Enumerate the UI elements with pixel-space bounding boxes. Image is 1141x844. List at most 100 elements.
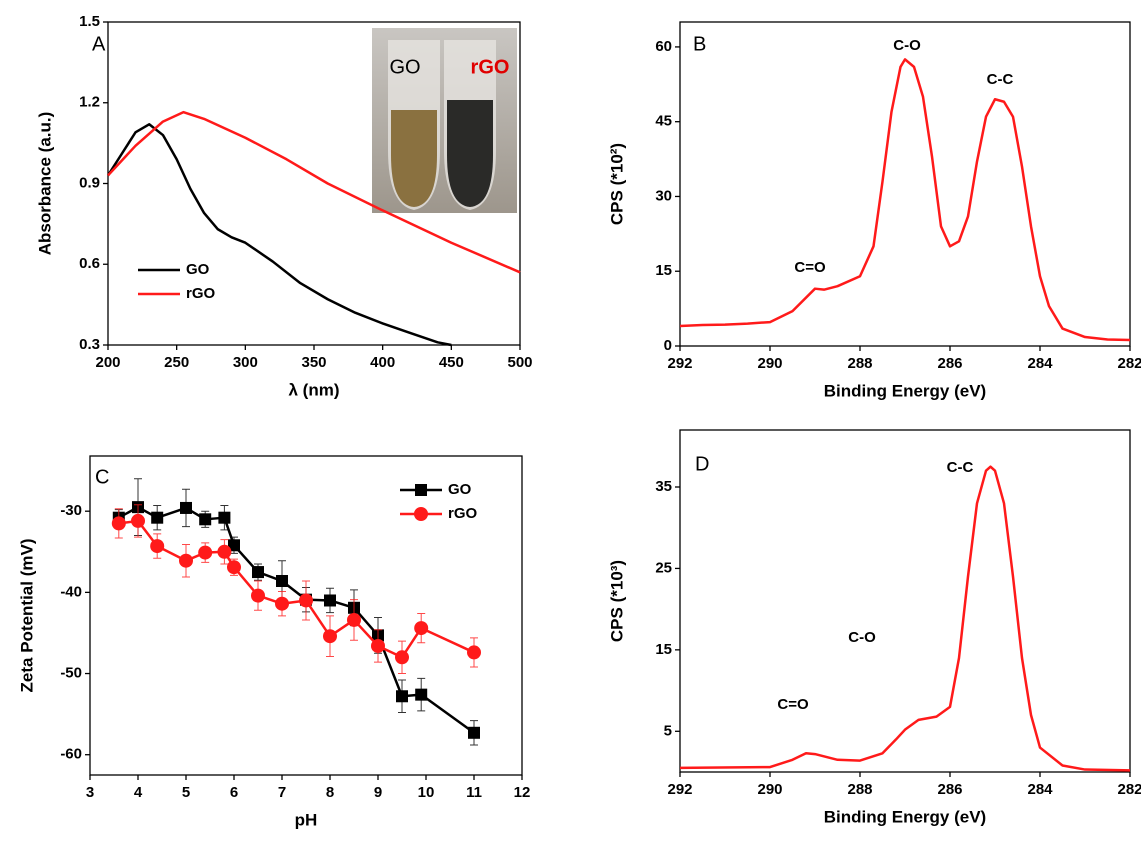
marker [179, 553, 193, 568]
x-tick-label: 450 [439, 354, 464, 371]
x-tick-label: 250 [164, 354, 189, 371]
legend-label: GO [448, 481, 472, 498]
x-tick-label: 288 [847, 355, 872, 372]
x-axis-title: λ (nm) [289, 380, 340, 399]
x-axis-title: pH [295, 810, 318, 829]
y-tick-label: 30 [655, 187, 672, 204]
panel-label: D [695, 453, 709, 475]
annotation: C-O [848, 629, 876, 646]
marker [415, 688, 428, 701]
y-tick-label: 0.9 [79, 174, 100, 191]
x-tick-label: 282 [1117, 355, 1141, 372]
marker [347, 612, 361, 627]
marker [218, 511, 231, 524]
x-tick-label: 284 [1027, 355, 1053, 372]
series-line [679, 58, 1131, 342]
x-tick-label: 282 [1117, 781, 1141, 798]
y-tick-label: 35 [655, 478, 672, 495]
x-tick-label: 10 [418, 784, 435, 801]
y-tick-label: 0.3 [79, 336, 100, 353]
x-tick-label: 3 [86, 784, 94, 801]
marker [228, 539, 240, 552]
marker [414, 621, 429, 636]
x-axis-title: Binding Energy (eV) [824, 381, 986, 400]
x-axis-title: Binding Energy (eV) [824, 807, 986, 826]
y-tick-label: 1.5 [79, 13, 100, 30]
x-tick-label: 200 [95, 354, 120, 371]
marker [199, 513, 212, 526]
marker [395, 650, 409, 665]
x-tick-label: 290 [757, 781, 782, 798]
y-axis-title: CPS (*10³) [607, 560, 626, 642]
x-tick-label: 300 [233, 354, 258, 371]
x-tick-label: 4 [134, 784, 143, 801]
marker [131, 513, 145, 528]
x-tick-label: 6 [230, 784, 238, 801]
series-line [107, 110, 521, 274]
y-tick-label: -40 [60, 583, 82, 600]
y-axis-title: Zeta Potential (mV) [17, 539, 36, 693]
annotation: GO [389, 56, 420, 78]
x-tick-label: 292 [667, 781, 692, 798]
plot-frame [679, 429, 1131, 773]
annotation: C=O [794, 259, 826, 276]
marker [251, 588, 265, 603]
marker [276, 575, 288, 588]
y-tick-label: -50 [60, 665, 82, 682]
legend-label: rGO [448, 505, 478, 522]
x-tick-label: 5 [182, 784, 190, 801]
legend-marker [414, 507, 428, 521]
marker [323, 629, 337, 644]
marker [299, 593, 313, 608]
x-tick-label: 350 [301, 354, 326, 371]
marker [180, 501, 192, 514]
y-tick-label: -60 [60, 746, 82, 763]
y-tick-label: 0 [664, 337, 672, 354]
marker [150, 539, 165, 554]
x-tick-label: 290 [757, 355, 782, 372]
x-tick-label: 11 [466, 784, 482, 801]
y-tick-label: 25 [655, 559, 672, 576]
y-tick-label: 15 [655, 262, 672, 279]
series-line [118, 505, 475, 734]
x-tick-label: 7 [278, 784, 286, 801]
y-axis-title: Absorbance (a.u.) [35, 112, 54, 256]
x-tick-label: 500 [507, 354, 532, 371]
y-tick-label: 60 [655, 38, 672, 55]
plot-frame [89, 455, 523, 776]
marker [467, 645, 481, 660]
x-tick-label: 286 [937, 355, 962, 372]
y-tick-label: 5 [664, 722, 672, 739]
panel-label: B [693, 33, 706, 55]
marker [275, 596, 289, 611]
y-tick-label: -30 [60, 502, 82, 519]
panel-label: C [95, 466, 109, 488]
y-tick-label: 15 [655, 641, 672, 658]
marker [227, 560, 241, 575]
x-tick-label: 12 [514, 784, 531, 801]
x-tick-label: 284 [1027, 781, 1053, 798]
x-tick-label: 286 [937, 781, 962, 798]
marker [217, 544, 232, 559]
x-tick-label: 400 [370, 354, 395, 371]
plot-frame [679, 21, 1131, 347]
annotation: C-C [987, 71, 1014, 88]
panel: 200 250 300 350 400 450 500 0.3 0.6 0.9 1.2 1.5 λ (n… [35, 13, 532, 400]
marker [198, 545, 213, 560]
panel-label: A [92, 33, 106, 55]
panel: 292 290 288 286 284 282 0 15 30 45 60 Binding Energ… [607, 21, 1141, 400]
series-line [679, 465, 1131, 772]
x-tick-label: 8 [326, 784, 334, 801]
y-axis-title: CPS (*10²) [607, 143, 626, 225]
inset-photo [372, 28, 517, 213]
marker [151, 511, 164, 524]
annotation: rGO [471, 56, 510, 78]
marker [252, 566, 264, 579]
x-tick-label: 292 [667, 355, 692, 372]
marker [111, 516, 126, 531]
marker [371, 638, 385, 653]
x-tick-label: 288 [847, 781, 872, 798]
y-tick-label: 45 [655, 113, 672, 130]
marker [468, 726, 480, 739]
